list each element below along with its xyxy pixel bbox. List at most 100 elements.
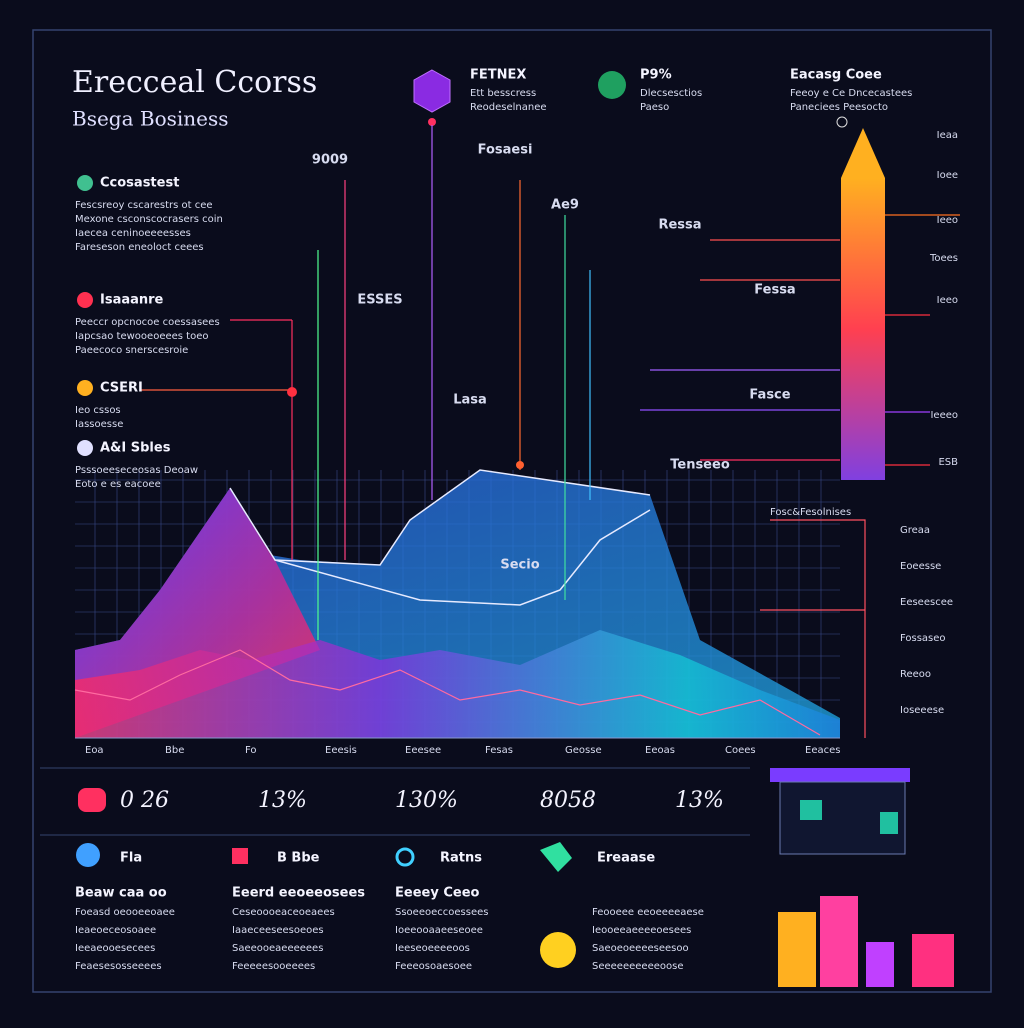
axis-label: Eeesee: [405, 745, 441, 756]
axis-label: Geosse: [565, 745, 602, 756]
section-line: Peeccr opcnocoe coessasees: [75, 317, 220, 328]
card-icon: [232, 848, 248, 864]
outline: [229, 469, 651, 566]
axis-label: Eeesis: [325, 745, 357, 756]
card-line: Ieaeoeceosoaee: [75, 925, 156, 936]
right-label: Toees: [929, 253, 958, 264]
section-line: Eoto e es eacoee: [75, 479, 161, 490]
card-icon: [395, 847, 415, 867]
card-line: Ieooeeaeeeeoesees: [592, 925, 691, 936]
icon-dot: [428, 118, 436, 126]
axis-label: Fesas: [485, 745, 513, 756]
card-subtitle: Eeerd eeoeeosees: [232, 886, 365, 901]
card-line: Feooeee eeoeeeeaese: [592, 907, 704, 918]
tower: [841, 178, 885, 480]
axis-label: Fo: [245, 745, 257, 756]
callout: Tenseeo: [670, 458, 730, 473]
stat: 0 26: [120, 788, 169, 813]
section-icon: [77, 292, 93, 308]
stat-icon: [78, 788, 106, 812]
callout: Ressa: [658, 218, 701, 233]
icon-ring: [836, 116, 848, 128]
section-line: Iapcsao tewooeoeees toeo: [75, 331, 208, 342]
note-title: P9%: [640, 68, 672, 83]
card-title: Ratns: [440, 851, 482, 866]
section-line: Fareseson eneoloct ceees: [75, 242, 204, 253]
right-label: Ioee: [937, 170, 958, 181]
tower-tip: [841, 128, 885, 178]
callout: Secio: [500, 558, 539, 573]
right-label: Ieeo: [937, 295, 958, 306]
icon-hex: [413, 69, 451, 113]
card-line: Seeeeeeeeeeoose: [592, 961, 683, 972]
card-title: Ereaase: [597, 851, 655, 866]
callout: Fasce: [749, 388, 790, 403]
stat: 8058: [540, 788, 596, 813]
legend-item: Reeoo: [900, 669, 931, 680]
note-line: Paeso: [640, 102, 669, 113]
card-icon: [540, 932, 576, 968]
section-icon: [77, 440, 93, 456]
right-label: Ieeo: [937, 215, 958, 226]
stat: 13%: [258, 788, 307, 813]
card-line: Feeeosoaesoee: [395, 961, 472, 972]
section-line: Paeecoco snerscesroie: [75, 345, 188, 356]
card-subtitle: Eeeey Ceeo: [395, 886, 480, 901]
legend-item: Ioseeese: [900, 705, 944, 716]
stat: 13%: [675, 788, 724, 813]
section-icon: [77, 175, 93, 191]
line-pink: [74, 649, 821, 736]
callout: Fosaesi: [478, 143, 533, 158]
block-violet: [866, 942, 894, 987]
section-title: A&I Sbles: [100, 441, 171, 456]
section-icon: [77, 380, 93, 396]
legend-item: Eoeesse: [900, 561, 941, 572]
callout: 9009: [312, 153, 348, 168]
callout: ESSES: [357, 293, 402, 308]
marker: [516, 461, 524, 469]
axis-label: Eeoas: [645, 745, 675, 756]
card-line: Foeasd oeooeeoaee: [75, 907, 175, 918]
right-label: Ieeeo: [930, 410, 958, 421]
leaders: [140, 125, 960, 738]
section-line: Mexone csconscocrasers coin: [75, 214, 223, 225]
card-line: Ceseoooeaceoeaees: [232, 907, 335, 918]
axis-label: Coees: [725, 745, 756, 756]
callout: Lasa: [453, 393, 487, 408]
card-line: Saeeooeaeeeeees: [232, 943, 323, 954]
right-label: Ieaa: [937, 130, 958, 141]
block-pink: [820, 896, 858, 987]
axis-label: Bbe: [165, 745, 184, 756]
axis-label: Eeaces: [805, 745, 840, 756]
legend-item: Greaa: [900, 525, 930, 536]
marker: [287, 387, 297, 397]
section-title: Isaaanre: [100, 293, 164, 308]
card-title: B Bbe: [277, 851, 320, 866]
outline: [274, 509, 651, 606]
card-icon: [540, 842, 572, 872]
card-line: Feeeeesooeeees: [232, 961, 315, 972]
panel-icon: [880, 812, 898, 834]
section-line: Fescsreoy cscarestrs ot cee: [75, 200, 213, 211]
note-title: Eacasg Coee: [790, 68, 882, 83]
stat: 130%: [395, 788, 458, 813]
section-line: Ieo cssos: [75, 405, 121, 416]
card-subtitle: Beaw caa oo: [75, 886, 167, 901]
block-yellow: [778, 912, 816, 987]
title: Erecceal Ccorss: [72, 65, 317, 100]
note-line: Paneciees Peesocto: [790, 102, 888, 113]
legend-item: Fossaseo: [900, 633, 946, 644]
card-icon: [76, 843, 100, 867]
note-title: FETNEX: [470, 68, 526, 83]
card-line: Iaaeceeseesoeoes: [232, 925, 324, 936]
note-line: Feeoy e Ce Dncecastees: [790, 88, 912, 99]
section-title: CSERI: [100, 381, 143, 396]
card-line: Ieeseoeeeeoos: [395, 943, 470, 954]
note-line: Reodeselnanee: [470, 102, 547, 113]
leader: [770, 519, 866, 738]
subtitle: Bsega Bosiness: [72, 107, 229, 131]
card-title: Fla: [120, 851, 142, 866]
section-line: Psssoeeseceosas Deoaw: [75, 465, 198, 476]
